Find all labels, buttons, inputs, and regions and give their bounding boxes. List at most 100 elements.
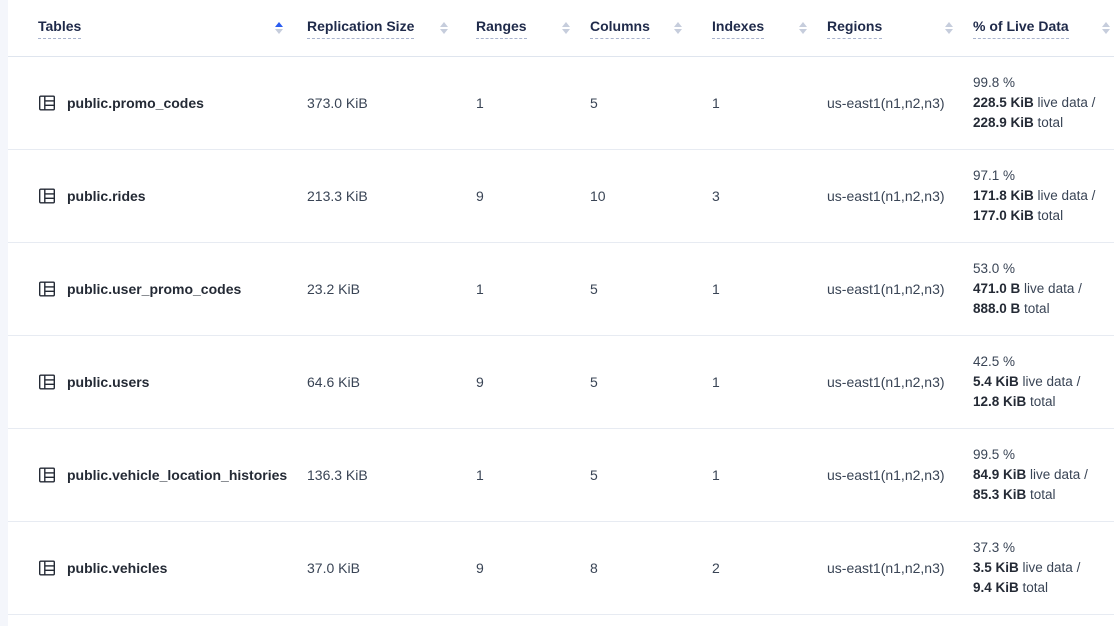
cell-columns: 5 xyxy=(590,281,598,297)
sort-carets-icon[interactable] xyxy=(945,22,953,34)
table-icon xyxy=(38,559,56,577)
cell-regions: us-east1(n1,n2,n3) xyxy=(827,95,945,111)
column-header-tables[interactable]: Tables xyxy=(8,0,307,56)
column-header-indexes[interactable]: Indexes xyxy=(712,0,827,56)
cell-regions: us-east1(n1,n2,n3) xyxy=(827,560,945,576)
table-name-link[interactable]: public.users xyxy=(67,374,150,390)
sort-ascending-icon xyxy=(562,22,570,27)
cell-ranges: 9 xyxy=(476,560,484,576)
cell-ranges: 9 xyxy=(476,188,484,204)
table-name-link[interactable]: public.user_promo_codes xyxy=(67,281,242,297)
table-row[interactable]: public.promo_codes 373.0 KiB 1 5 1 us-ea… xyxy=(8,57,1114,150)
sort-ascending-icon xyxy=(945,22,953,27)
sort-ascending-icon xyxy=(799,22,807,27)
table-row[interactable]: public.rides 213.3 KiB 9 10 3 us-east1(n… xyxy=(8,150,1114,243)
sort-descending-icon xyxy=(674,29,682,34)
sort-ascending-icon xyxy=(674,22,682,27)
cell-table-name[interactable]: public.rides xyxy=(8,187,307,205)
total-data-size: 228.9 KiB total xyxy=(973,115,1064,130)
cell-percent-live-data: 97.1 % 171.8 KiB live data / 177.0 KiB t… xyxy=(973,166,1114,226)
cell-replication-size: 23.2 KiB xyxy=(307,281,360,297)
live-data-percent: 53.0 % xyxy=(973,261,1016,276)
table-body: public.promo_codes 373.0 KiB 1 5 1 us-ea… xyxy=(8,57,1114,615)
column-header-label: Ranges xyxy=(476,17,527,39)
total-data-size: 85.3 KiB total xyxy=(973,487,1056,502)
column-header-ranges[interactable]: Ranges xyxy=(476,0,590,56)
sort-descending-icon xyxy=(799,29,807,34)
table-name-link[interactable]: public.vehicle_location_histories xyxy=(67,467,288,483)
column-header-regions[interactable]: Regions xyxy=(827,0,973,56)
sort-carets-icon[interactable] xyxy=(674,22,682,34)
sort-carets-icon[interactable] xyxy=(799,22,807,34)
cell-regions: us-east1(n1,n2,n3) xyxy=(827,281,945,297)
cell-table-name[interactable]: public.promo_codes xyxy=(8,94,307,112)
cell-table-name[interactable]: public.users xyxy=(8,373,307,391)
sort-carets-icon[interactable] xyxy=(562,22,570,34)
cell-ranges: 1 xyxy=(476,95,484,111)
cell-table-name[interactable]: public.vehicles xyxy=(8,559,307,577)
cell-indexes: 2 xyxy=(712,560,720,576)
sort-ascending-icon xyxy=(440,22,448,27)
column-header-columns[interactable]: Columns xyxy=(590,0,712,56)
sort-carets-icon[interactable] xyxy=(275,22,283,34)
cell-regions: us-east1(n1,n2,n3) xyxy=(827,374,945,390)
live-data-size: 5.4 KiB live data / xyxy=(973,374,1081,389)
cell-percent-live-data: 99.8 % 228.5 KiB live data / 228.9 KiB t… xyxy=(973,73,1114,133)
cell-table-name[interactable]: public.user_promo_codes xyxy=(8,280,307,298)
cell-replication-size: 373.0 KiB xyxy=(307,95,368,111)
cell-percent-live-data: 37.3 % 3.5 KiB live data / 9.4 KiB total xyxy=(973,538,1114,598)
table-icon xyxy=(38,373,56,391)
live-data-size: 228.5 KiB live data / xyxy=(973,95,1096,110)
sort-carets-icon[interactable] xyxy=(1102,22,1110,34)
cell-indexes: 1 xyxy=(712,374,720,390)
live-data-percent: 37.3 % xyxy=(973,540,1016,555)
live-data-size: 471.0 B live data / xyxy=(973,281,1082,296)
cell-percent-live-data: 53.0 % 471.0 B live data / 888.0 B total xyxy=(973,259,1114,319)
cell-indexes: 1 xyxy=(712,95,720,111)
tables-list: Tables Replication Size Ranges Columns I… xyxy=(8,0,1114,626)
cell-replication-size: 213.3 KiB xyxy=(307,188,368,204)
live-data-percent: 97.1 % xyxy=(973,168,1016,183)
column-header-label: Columns xyxy=(590,17,650,39)
table-icon xyxy=(38,280,56,298)
table-icon xyxy=(38,94,56,112)
live-data-percent: 99.5 % xyxy=(973,447,1016,462)
sort-descending-icon xyxy=(440,29,448,34)
column-header-label: Replication Size xyxy=(307,17,415,39)
table-icon xyxy=(38,466,56,484)
sort-descending-icon xyxy=(562,29,570,34)
table-row[interactable]: public.vehicle_location_histories 136.3 … xyxy=(8,429,1114,522)
cell-table-name[interactable]: public.vehicle_location_histories xyxy=(8,466,307,484)
cell-regions: us-east1(n1,n2,n3) xyxy=(827,188,945,204)
cell-columns: 5 xyxy=(590,95,598,111)
table-name-link[interactable]: public.rides xyxy=(67,188,146,204)
table-row[interactable]: public.users 64.6 KiB 9 5 1 us-east1(n1,… xyxy=(8,336,1114,429)
table-row[interactable]: public.user_promo_codes 23.2 KiB 1 5 1 u… xyxy=(8,243,1114,336)
sort-descending-icon xyxy=(1102,29,1110,34)
column-header-replication-size[interactable]: Replication Size xyxy=(307,0,476,56)
total-data-size: 177.0 KiB total xyxy=(973,208,1064,223)
sort-carets-icon[interactable] xyxy=(440,22,448,34)
cell-ranges: 1 xyxy=(476,281,484,297)
cell-percent-live-data: 42.5 % 5.4 KiB live data / 12.8 KiB tota… xyxy=(973,352,1114,412)
cell-columns: 10 xyxy=(590,188,606,204)
cell-columns: 5 xyxy=(590,467,598,483)
cell-ranges: 9 xyxy=(476,374,484,390)
total-data-size: 888.0 B total xyxy=(973,301,1050,316)
sort-ascending-icon xyxy=(1102,22,1110,27)
table-row[interactable]: public.vehicles 37.0 KiB 9 8 2 us-east1(… xyxy=(8,522,1114,615)
cell-ranges: 1 xyxy=(476,467,484,483)
cell-indexes: 1 xyxy=(712,467,720,483)
column-header-label: Regions xyxy=(827,17,883,39)
table-icon xyxy=(38,187,56,205)
page-background-gutter xyxy=(0,0,8,626)
table-name-link[interactable]: public.promo_codes xyxy=(67,95,204,111)
cell-percent-live-data: 99.5 % 84.9 KiB live data / 85.3 KiB tot… xyxy=(973,445,1114,505)
table-name-link[interactable]: public.vehicles xyxy=(67,560,168,576)
sort-ascending-icon xyxy=(275,22,283,27)
total-data-size: 9.4 KiB total xyxy=(973,580,1049,595)
cell-columns: 5 xyxy=(590,374,598,390)
table-header-row: Tables Replication Size Ranges Columns I… xyxy=(8,0,1114,57)
cell-columns: 8 xyxy=(590,560,598,576)
column-header-of-live-data[interactable]: % of Live Data xyxy=(973,0,1114,56)
